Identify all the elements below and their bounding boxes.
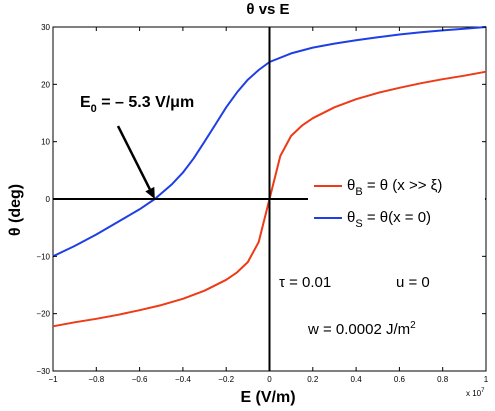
x-tick-label: 0.2 (307, 375, 319, 384)
x-multiplier: x 107 (466, 388, 485, 398)
x-tick-label: 0.6 (394, 375, 406, 384)
y-axis-ticks: 30 20 10 0 −10 −20 −30 (36, 23, 486, 376)
legend-label-theta-b: θB = θ (x >> ξ) (347, 177, 442, 198)
x-axis-ticks: −1 −0.8 −0.6 −0.4 −0.2 0 0.2 0.4 0.6 0.8 1 (48, 27, 489, 384)
x-tick-label: 0 (267, 375, 272, 384)
x-axis-label: E (V/m) (240, 389, 295, 406)
u-annotation: u = 0 (396, 274, 430, 291)
x-tick-label: −0.8 (88, 375, 104, 384)
x-tick-label: −0.4 (175, 375, 191, 384)
x-tick-label: −0.2 (218, 375, 234, 384)
y-tick-label: 0 (46, 195, 51, 204)
chart-title: θ vs E (246, 1, 289, 18)
x-tick-label: 0.4 (351, 375, 363, 384)
legend-box (308, 170, 485, 235)
w-annotation: w = 0.0002 J/m2 (307, 320, 416, 338)
e0-arrow (116, 125, 151, 190)
y-tick-label: −30 (36, 367, 50, 376)
y-tick-label: −10 (36, 252, 50, 261)
tau-annotation: τ = 0.01 (279, 274, 331, 291)
y-axis-label: θ (deg) (7, 184, 24, 236)
e0-annotation: E0 = – 5.3 V/μm (80, 94, 194, 115)
y-tick-label: −20 (36, 310, 50, 319)
y-tick-label: 10 (41, 138, 50, 147)
e0-arrowhead (145, 186, 155, 199)
x-tick-label: −1 (48, 375, 58, 384)
y-tick-label: 30 (41, 23, 50, 32)
x-tick-label: 0.8 (437, 375, 449, 384)
legend-label-theta-s: θS = θ(x = 0) (347, 209, 431, 230)
legend: θB = θ (x >> ξ) θS = θ(x = 0) (308, 170, 485, 235)
series-line-theta-s (52, 26, 487, 258)
y-tick-label: 20 (41, 80, 50, 89)
x-tick-label: −0.6 (132, 375, 148, 384)
x-tick-label: 1 (484, 375, 489, 384)
